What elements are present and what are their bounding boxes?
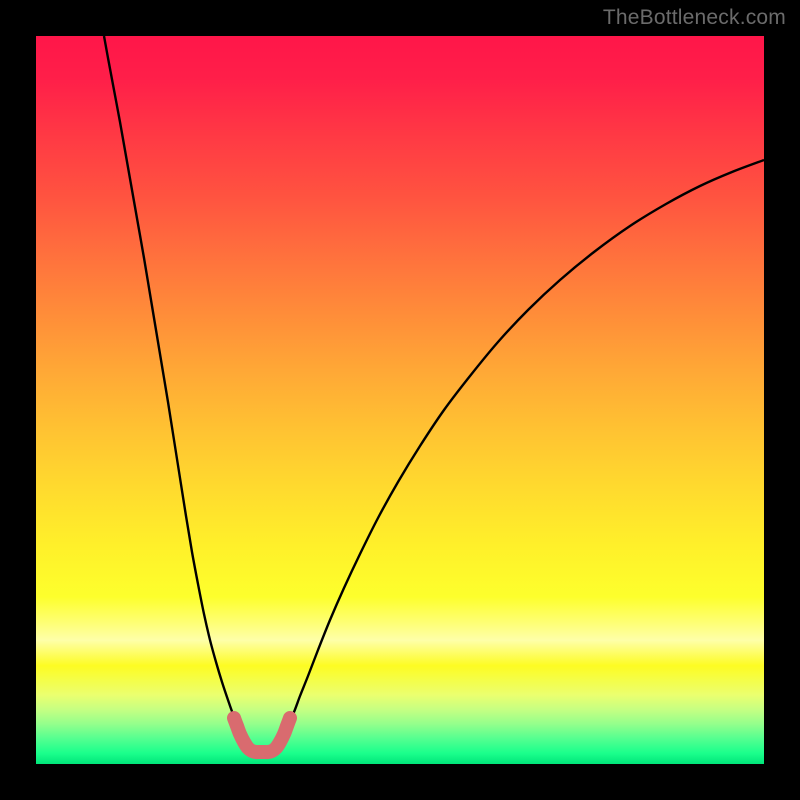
gradient-background — [36, 36, 764, 764]
chart-canvas: TheBottleneck.com — [0, 0, 800, 800]
watermark-text: TheBottleneck.com — [603, 6, 786, 30]
chart-svg — [0, 0, 800, 800]
